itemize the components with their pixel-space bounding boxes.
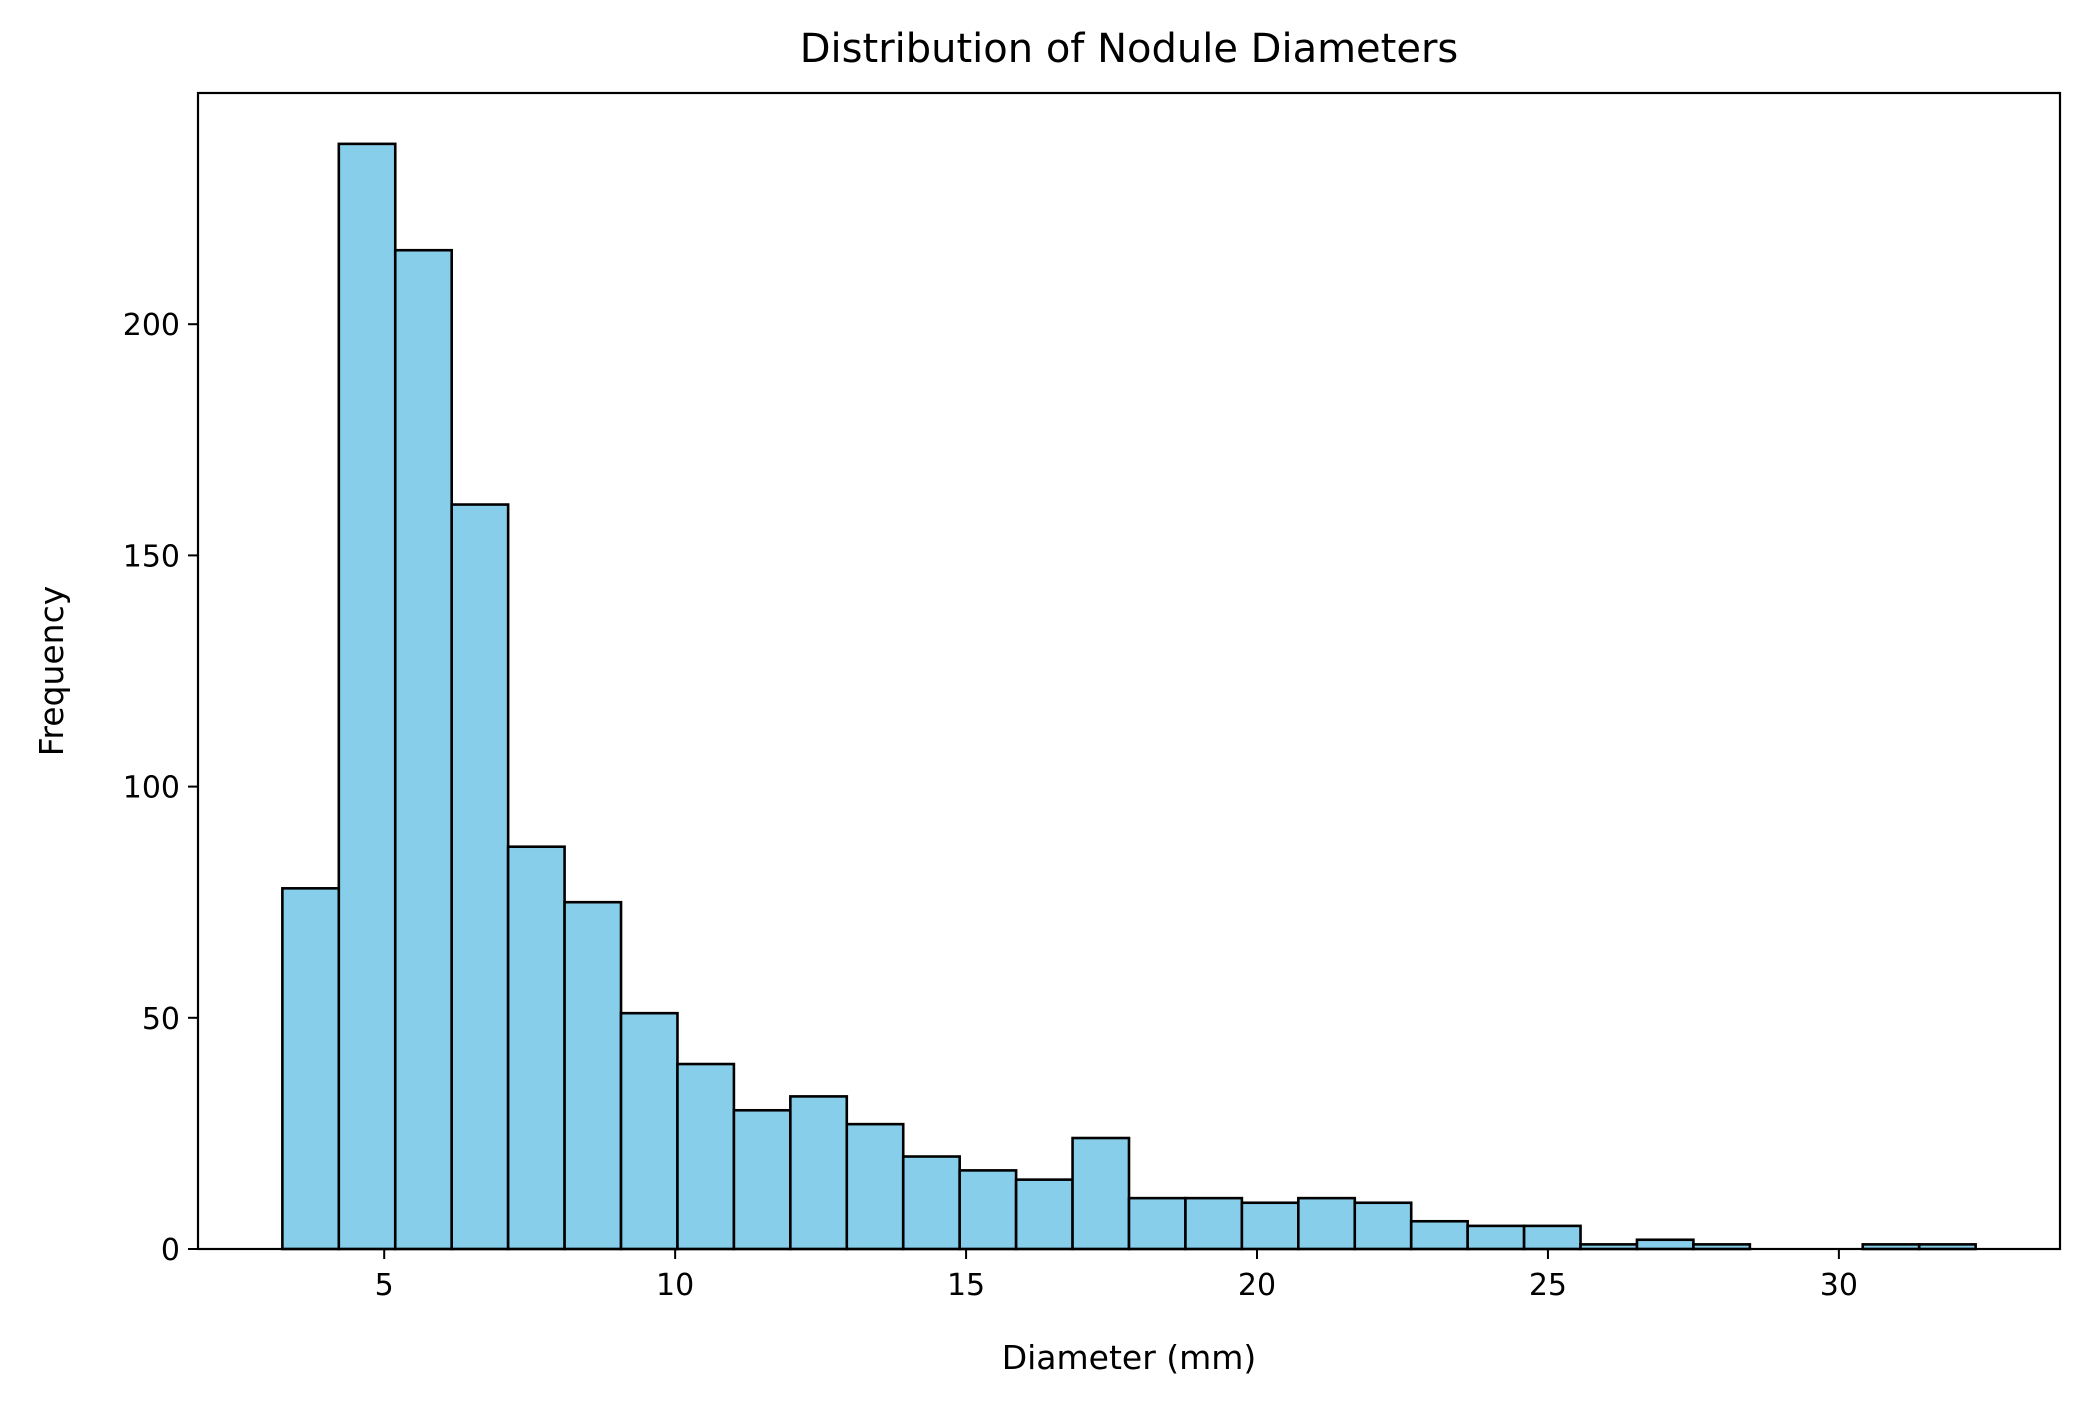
histogram-bar xyxy=(1014,1178,1074,1251)
histogram-bar xyxy=(789,1095,849,1251)
bars-group xyxy=(281,142,1977,1251)
histogram-bar xyxy=(1635,1238,1695,1251)
histogram-bar xyxy=(619,1011,679,1251)
y-tick-label: 100 xyxy=(123,771,180,806)
histogram-bar xyxy=(845,1122,905,1251)
histogram-bar xyxy=(732,1108,792,1251)
x-tick-label: 15 xyxy=(947,1268,985,1303)
histogram-bar xyxy=(563,900,623,1251)
x-tick-label: 30 xyxy=(1820,1268,1858,1303)
y-tick-label: 150 xyxy=(123,539,180,574)
histogram-bar xyxy=(1184,1196,1244,1251)
plot-frame xyxy=(196,91,2062,1251)
histogram-bar xyxy=(1240,1201,1300,1251)
histogram-bar xyxy=(1522,1224,1582,1251)
y-tick-label: 200 xyxy=(123,308,180,343)
x-axis-label: Diameter (mm) xyxy=(1002,1338,1257,1377)
histogram-bar xyxy=(1353,1201,1413,1251)
chart-title: Distribution of Nodule Diameters xyxy=(800,26,1459,72)
histogram-bar xyxy=(1466,1224,1526,1251)
histogram-bar xyxy=(281,887,341,1251)
y-tick-label: 50 xyxy=(142,1002,180,1037)
y-axis-ticks: 0 50 100 150 200 xyxy=(123,308,198,1268)
histogram-bar xyxy=(1297,1196,1357,1251)
x-tick-label: 25 xyxy=(1529,1268,1567,1303)
y-tick-label: 0 xyxy=(161,1233,180,1268)
y-axis-label: Frequency xyxy=(32,586,71,756)
histogram-bar xyxy=(1071,1136,1131,1251)
histogram-bar xyxy=(958,1169,1018,1251)
histogram-bar xyxy=(506,845,566,1251)
x-tick-label: 20 xyxy=(1238,1268,1276,1303)
x-tick-label: 5 xyxy=(375,1268,394,1303)
histogram-bar xyxy=(901,1155,961,1251)
histogram-bar xyxy=(1127,1196,1187,1251)
x-tick-label: 10 xyxy=(656,1268,694,1303)
histogram-bar xyxy=(393,248,453,1251)
histogram-bar xyxy=(676,1062,736,1251)
x-axis-ticks: 5 10 15 20 25 30 xyxy=(375,1249,1858,1303)
histogram-bar xyxy=(1409,1219,1469,1251)
histogram-bar xyxy=(450,503,510,1251)
histogram-bar xyxy=(337,142,397,1251)
